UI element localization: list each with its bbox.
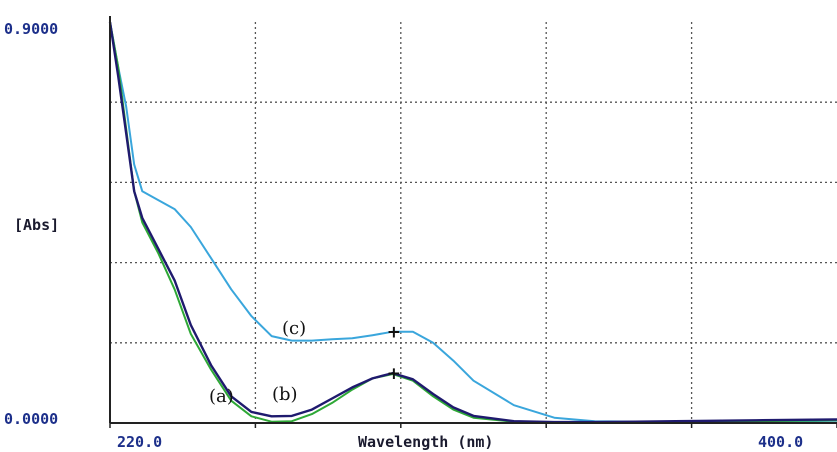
peak-cursor-marker-b: + — [387, 364, 401, 384]
x-axis-title: Wavelength (nm) — [358, 433, 493, 451]
peak-cursor-markers: ++ — [387, 323, 401, 384]
spectrum-line-b — [108, 21, 837, 424]
spectrum-curves — [108, 21, 837, 424]
curve-label-c: (c) — [282, 318, 306, 339]
spectrum-line-c — [109, 21, 837, 424]
y-axis-title: [Abs] — [14, 216, 59, 234]
plot-frame — [109, 16, 837, 428]
y-tick-label-top: 0.9000 — [4, 20, 58, 38]
curve-label-a: (a) — [209, 386, 234, 407]
peak-cursor-marker-c: + — [387, 323, 401, 343]
x-tick-label-left: 220.0 — [117, 433, 162, 451]
curve-label-b: (b) — [272, 384, 298, 405]
y-tick-label-bottom: 0.0000 — [4, 410, 58, 428]
x-tick-label-right: 400.0 — [758, 433, 803, 451]
spectrum-line-a — [109, 21, 837, 424]
grid — [110, 22, 837, 423]
